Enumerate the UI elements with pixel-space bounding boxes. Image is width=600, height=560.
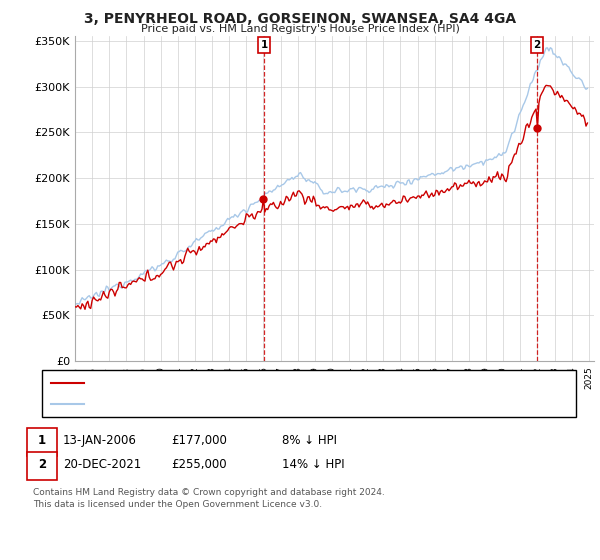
- Text: £255,000: £255,000: [171, 458, 227, 472]
- Text: This data is licensed under the Open Government Licence v3.0.: This data is licensed under the Open Gov…: [33, 500, 322, 508]
- Text: 1: 1: [38, 434, 46, 447]
- Text: £177,000: £177,000: [171, 434, 227, 447]
- Text: Price paid vs. HM Land Registry's House Price Index (HPI): Price paid vs. HM Land Registry's House …: [140, 24, 460, 34]
- Text: 2: 2: [38, 458, 46, 472]
- Text: 13-JAN-2006: 13-JAN-2006: [63, 434, 137, 447]
- Text: 3, PENYRHEOL ROAD, GORSEINON, SWANSEA, SA4 4GA: 3, PENYRHEOL ROAD, GORSEINON, SWANSEA, S…: [84, 12, 516, 26]
- Text: 2: 2: [533, 40, 541, 50]
- Text: HPI: Average price, detached house, Swansea: HPI: Average price, detached house, Swan…: [90, 399, 314, 409]
- Text: 20-DEC-2021: 20-DEC-2021: [63, 458, 141, 472]
- Text: 14% ↓ HPI: 14% ↓ HPI: [282, 458, 344, 472]
- Text: 8% ↓ HPI: 8% ↓ HPI: [282, 434, 337, 447]
- Text: 3, PENYRHEOL ROAD, GORSEINON, SWANSEA, SA4 4GA (detached house): 3, PENYRHEOL ROAD, GORSEINON, SWANSEA, S…: [90, 378, 451, 388]
- Text: 1: 1: [260, 40, 268, 50]
- Text: Contains HM Land Registry data © Crown copyright and database right 2024.: Contains HM Land Registry data © Crown c…: [33, 488, 385, 497]
